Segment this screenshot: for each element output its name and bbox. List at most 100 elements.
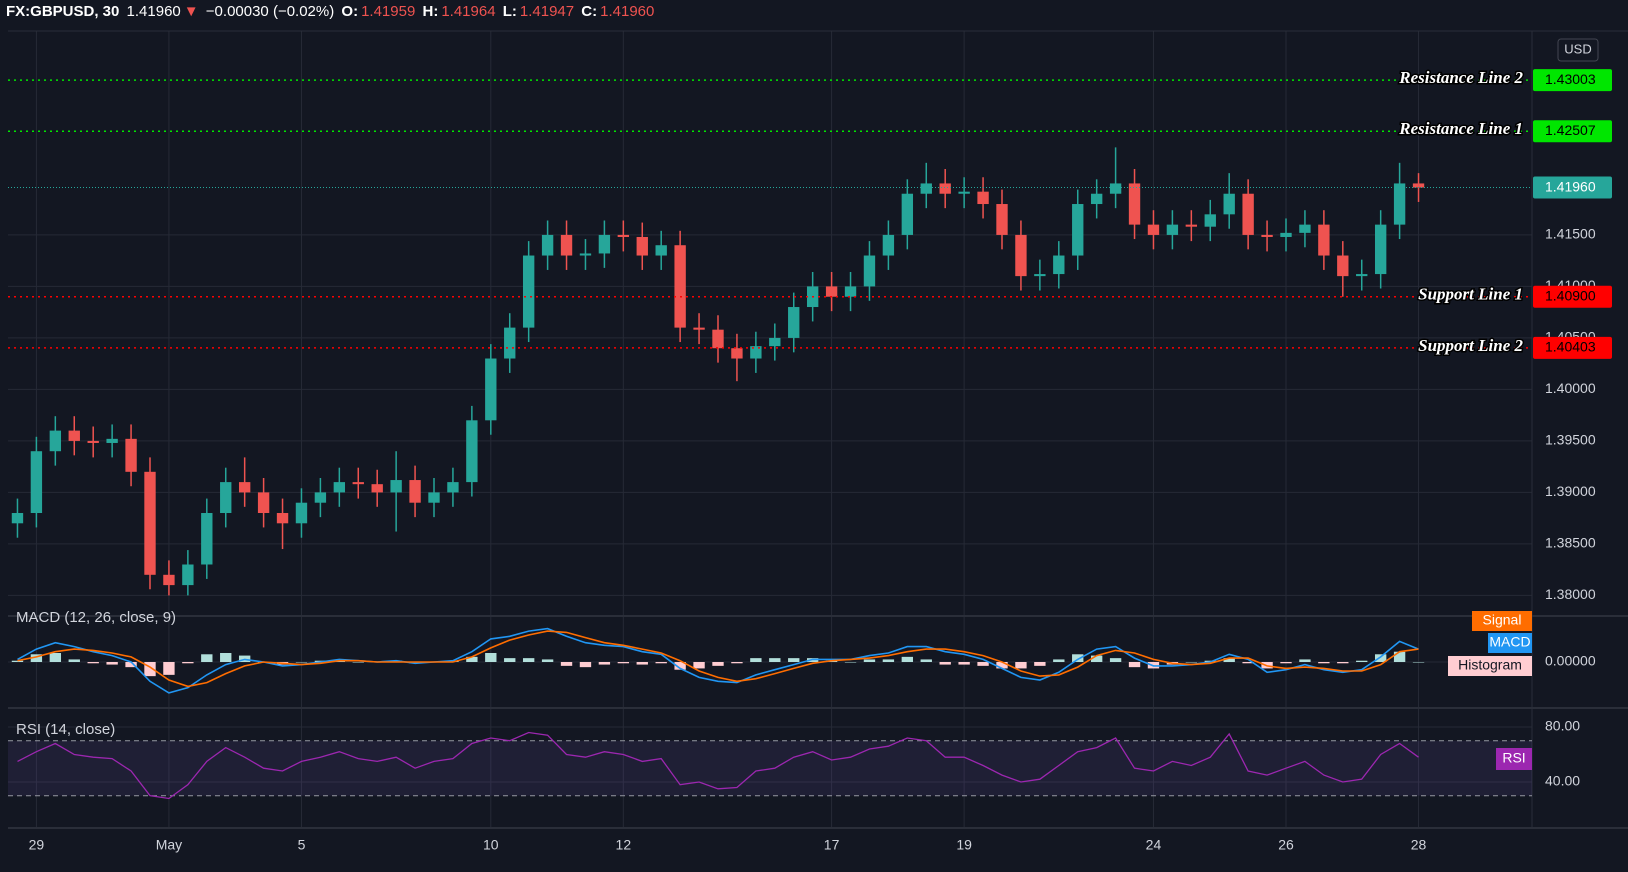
level-value: 1.42507 [1545, 122, 1596, 138]
candle-body [996, 204, 1008, 235]
candle-body [1337, 255, 1349, 277]
candle-body [182, 564, 194, 586]
histogram-bar [522, 658, 535, 662]
histogram-bar [182, 662, 194, 664]
candle-body [390, 480, 402, 493]
y-tick-label: 80.00 [1545, 718, 1580, 734]
candle-body [87, 440, 99, 443]
histogram-bar [636, 662, 648, 665]
histogram-bar [1318, 662, 1330, 664]
histogram-bar [163, 662, 175, 675]
candle-body [1242, 193, 1254, 235]
histogram-bar [655, 662, 667, 664]
histogram-bar [1299, 659, 1311, 662]
level-name: Resistance Line 2 [1398, 68, 1523, 87]
y-tick-label: 1.38000 [1545, 586, 1596, 602]
histogram-bar [769, 658, 781, 662]
macd-line [17, 627, 1419, 694]
ohlc-value: 1.41959 [361, 3, 416, 20]
candle-body [428, 492, 440, 503]
legend-label: RSI [1502, 750, 1525, 766]
plot-background [8, 31, 1532, 828]
change: −0.00030 (−0.02%) [205, 3, 335, 20]
histogram-bar [693, 662, 705, 669]
candle-body [560, 234, 573, 256]
candle-body [409, 480, 421, 503]
legend-badge [1496, 748, 1532, 770]
candle-body [257, 492, 270, 514]
candle-body [447, 482, 459, 493]
candle-body [693, 327, 705, 330]
candle-body [750, 346, 762, 359]
ohlc-label: O: [341, 3, 359, 20]
candle-body [1356, 274, 1368, 277]
candle-body [731, 348, 743, 359]
candle-body [238, 482, 251, 493]
legend-badge [1488, 633, 1532, 653]
histogram-bar [1374, 654, 1387, 662]
candle-body [11, 513, 24, 524]
histogram-bar [1412, 662, 1425, 663]
candle-body [466, 420, 478, 483]
level-value: 1.43003 [1545, 71, 1596, 87]
level-name: Resistance Line 1 [1398, 119, 1523, 138]
macd-line [17, 630, 1419, 688]
histogram-bar [1393, 651, 1406, 662]
x-tick-label: 19 [956, 837, 972, 853]
x-tick-label: 5 [298, 837, 306, 853]
histogram-bar [87, 662, 99, 664]
change-arrow: ▼ [183, 3, 199, 20]
histogram-bar [579, 662, 592, 668]
candle-body [1393, 183, 1406, 225]
candle-body [882, 234, 895, 256]
histogram-bar [882, 659, 895, 662]
last-price-badge [1533, 176, 1612, 199]
histogram-bar [920, 659, 932, 662]
candle-body [333, 482, 346, 493]
histogram-bar [220, 653, 232, 662]
currency-badge [1557, 38, 1599, 62]
candle-body [939, 183, 951, 194]
legend-label: MACD [1489, 634, 1530, 650]
histogram-bar [1034, 662, 1046, 666]
histogram-bar [541, 659, 554, 662]
candle-body [68, 430, 80, 441]
histogram-bar [1109, 658, 1122, 662]
candle-body [1318, 224, 1330, 256]
histogram-bar [1356, 660, 1368, 662]
candle-body [1223, 193, 1235, 215]
candle-body [1166, 224, 1179, 235]
y-tick-label: 1.40000 [1545, 380, 1596, 396]
candle-body [712, 329, 724, 349]
candle-body [371, 484, 383, 493]
candle-body [201, 513, 213, 565]
histogram-bar [1090, 655, 1103, 662]
header: FX:GBPUSD, 30 1.41960 ▼ −0.00030 (−0.02%)… [6, 3, 657, 23]
candle-body [769, 337, 781, 347]
candle-body [504, 327, 516, 359]
histogram-bar [68, 659, 80, 662]
histogram-bar [958, 662, 970, 665]
x-tick-label: 24 [1146, 837, 1162, 853]
candle-body [1109, 183, 1122, 194]
indicator-title: RSI (14, close) [16, 721, 115, 738]
histogram-bar [844, 662, 857, 663]
histogram-bar [466, 656, 478, 662]
ohlc-value: 1.41960 [600, 3, 655, 20]
histogram-bar [1053, 659, 1065, 662]
histogram-bar [11, 660, 24, 662]
candle-body [636, 236, 648, 256]
histogram-bar [1185, 662, 1198, 663]
level-value: 1.40403 [1545, 339, 1596, 355]
candle-body [1128, 183, 1141, 225]
histogram-bar [996, 662, 1008, 669]
histogram-bar [1072, 654, 1084, 662]
candle-body [1204, 214, 1216, 227]
candle-body [522, 255, 535, 328]
histogram-bar [560, 662, 573, 666]
last-price-value: 1.41960 [1545, 178, 1596, 194]
candle-body [1053, 255, 1065, 275]
level-value: 1.40900 [1545, 287, 1596, 303]
x-tick-label: May [156, 837, 182, 853]
